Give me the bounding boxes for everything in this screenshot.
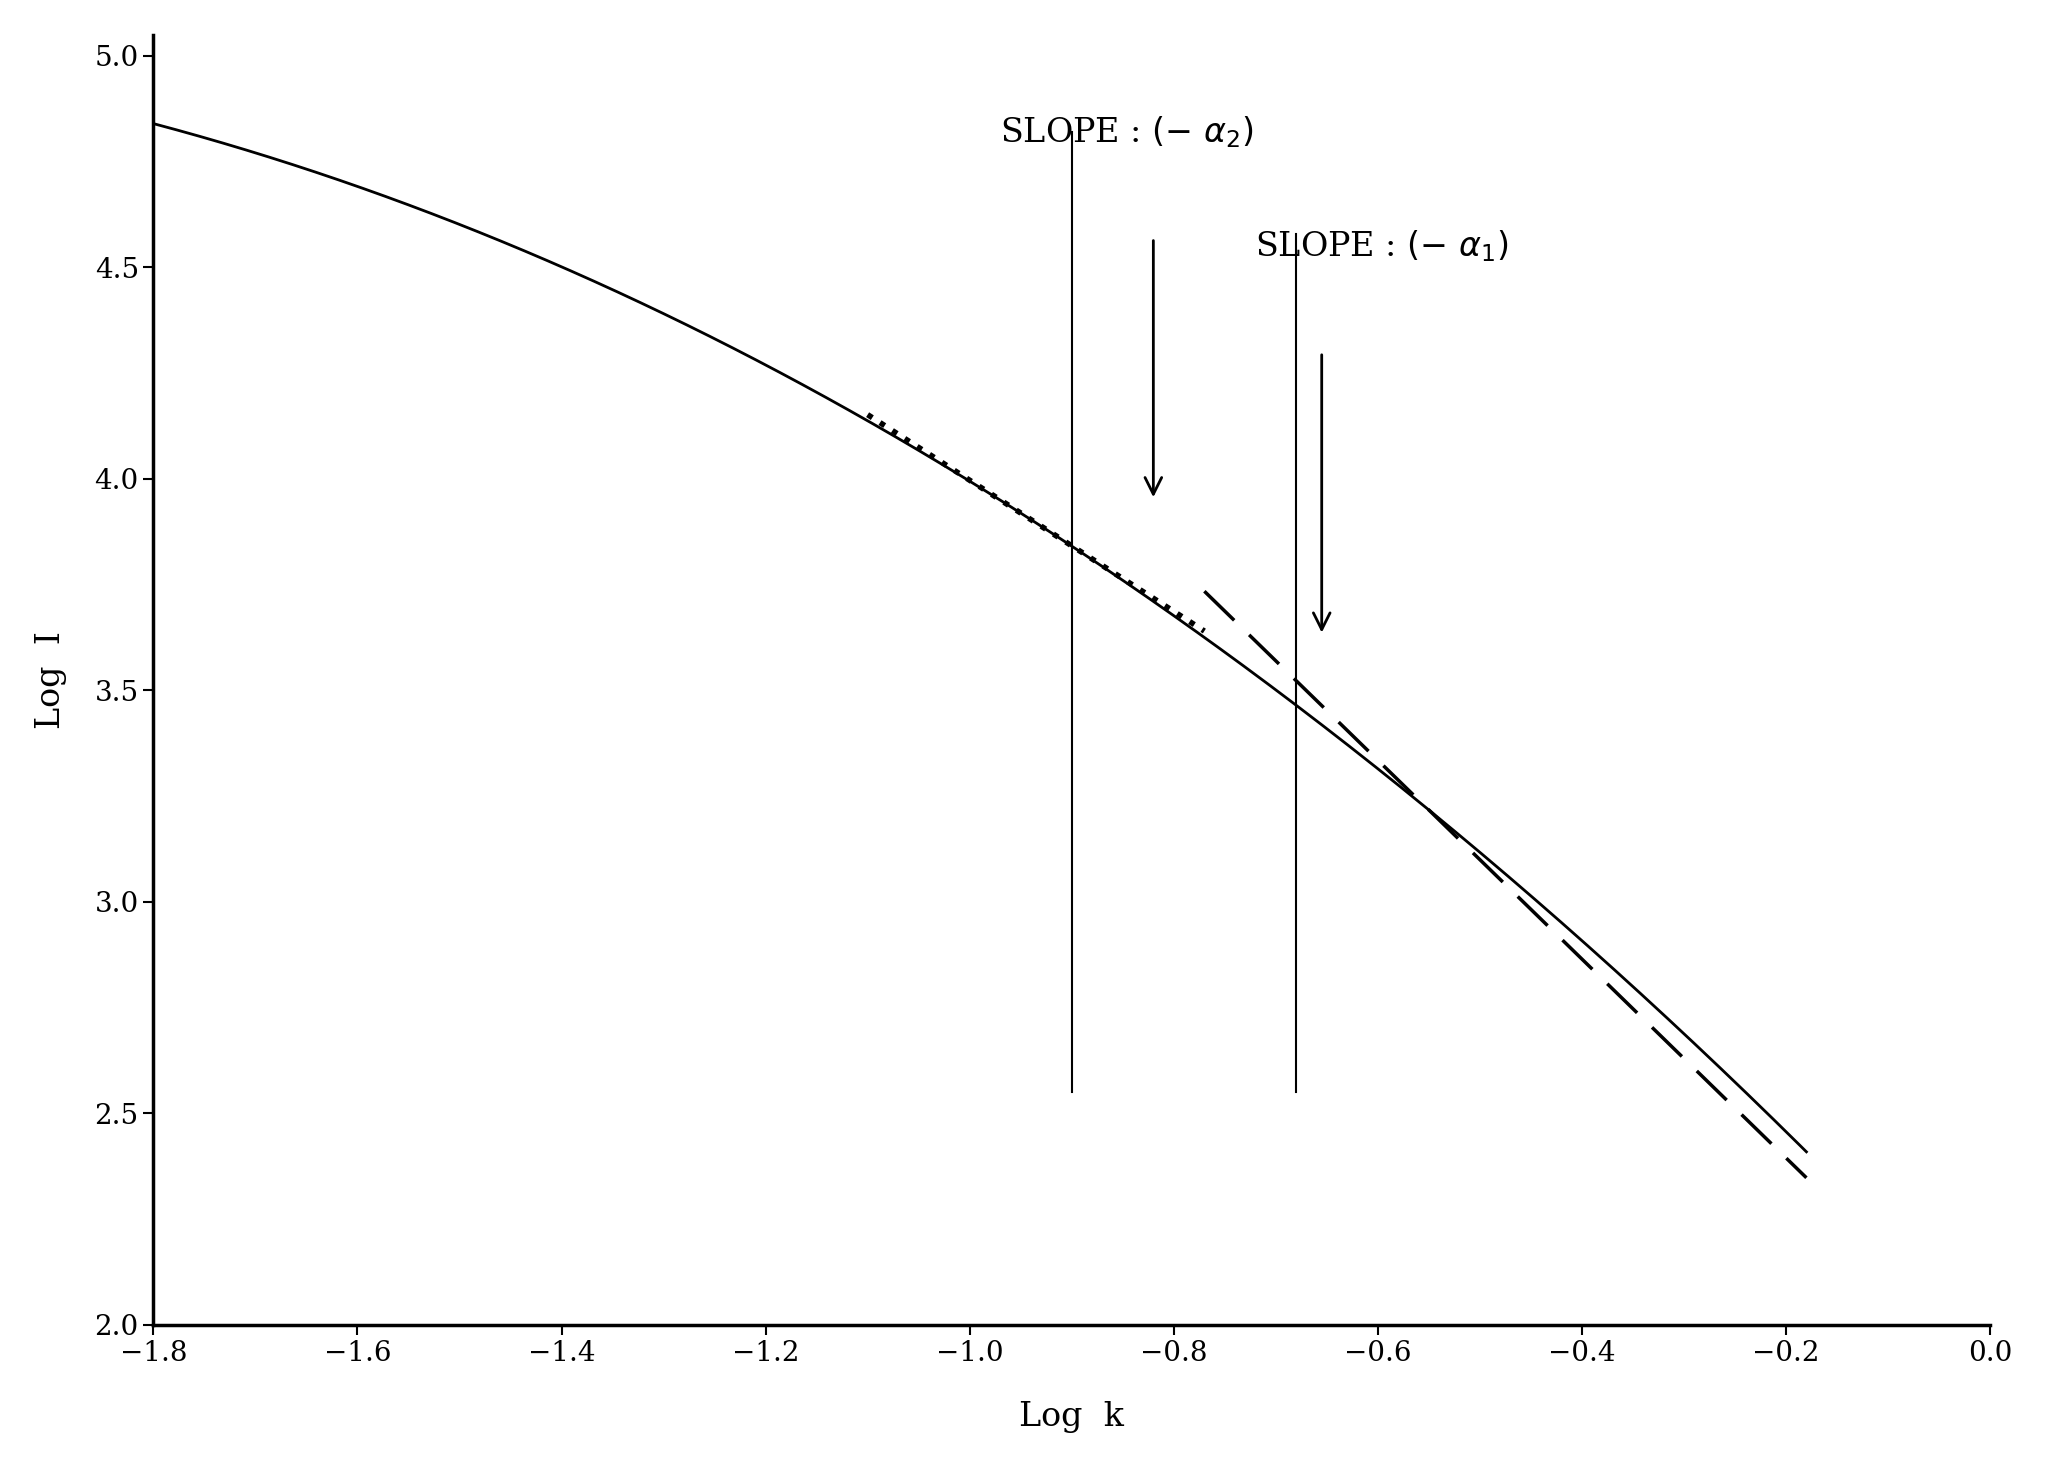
Y-axis label: Log  I: Log I [35, 631, 68, 728]
X-axis label: Log  k: Log k [1019, 1402, 1124, 1433]
Text: SLOPE : $(-\ \alpha_{2})$: SLOPE : $(-\ \alpha_{2})$ [1001, 115, 1253, 150]
Text: SLOPE : $(-\ \alpha_{1})$: SLOPE : $(-\ \alpha_{1})$ [1255, 229, 1509, 264]
